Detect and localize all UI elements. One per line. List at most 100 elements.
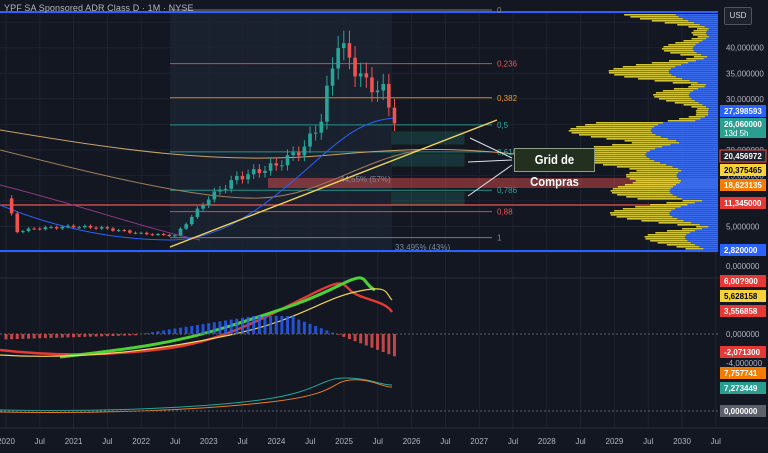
vp-bar-blue: [678, 168, 718, 170]
histogram-bar: [128, 334, 132, 336]
vp-bar: [571, 132, 718, 134]
histogram-bar: [145, 333, 149, 334]
histogram-bar: [308, 323, 312, 334]
candle: [54, 227, 59, 229]
candle: [49, 227, 53, 229]
vp-bar: [612, 188, 718, 190]
vp-bar: [662, 90, 718, 92]
histogram-bar: [392, 334, 396, 357]
vp-bar-blue: [675, 14, 718, 16]
fib-label: 0,786: [497, 186, 518, 195]
candle: [268, 163, 273, 171]
vp-bar: [589, 162, 718, 164]
buy-grid-box: [391, 153, 465, 167]
histogram-bar: [77, 334, 81, 338]
vp-bar: [616, 216, 718, 218]
candle: [201, 205, 205, 209]
histogram-bar: [387, 334, 391, 355]
vp-bar: [651, 62, 718, 64]
vp-bar-blue: [687, 240, 718, 242]
currency-button[interactable]: USD: [724, 7, 752, 25]
candle: [195, 208, 200, 217]
histogram-bar: [60, 334, 64, 338]
vp-bar-blue: [684, 236, 718, 238]
vp-bar-blue: [671, 74, 718, 76]
histogram-bar: [297, 319, 301, 334]
x-tick-label: 2028: [538, 437, 556, 446]
candle: [26, 228, 31, 232]
vp-bar: [624, 14, 718, 16]
x-tick-label: Jul: [373, 437, 383, 446]
vp-bar-blue: [701, 54, 718, 56]
vp-bar: [590, 136, 718, 138]
vp-bar-blue: [687, 204, 718, 206]
candle: [9, 198, 14, 214]
vp-bar: [606, 138, 718, 140]
vp-bar-blue: [689, 80, 718, 82]
histogram-bar: [150, 332, 154, 334]
vp-bar-blue: [693, 90, 718, 92]
candle: [128, 230, 132, 233]
candle: [387, 83, 391, 108]
candle: [353, 57, 357, 77]
vp-bar: [666, 244, 718, 246]
candle: [392, 107, 397, 124]
price-tag-white: [719, 149, 767, 163]
candle: [144, 232, 149, 235]
price-tag-blue: [720, 244, 766, 256]
histogram-bar: [49, 334, 53, 338]
ind1-price-tag-text: 6,00?900: [724, 277, 758, 286]
candles: [9, 30, 397, 238]
candle: [285, 155, 290, 166]
vp-bar: [688, 116, 718, 118]
vp-bar-blue: [655, 134, 718, 136]
vp-bar-blue: [669, 214, 718, 216]
volume-profile: [556, 14, 718, 250]
vp-bar: [565, 158, 718, 160]
histogram-bar: [195, 325, 199, 334]
vp-bar-blue: [706, 30, 718, 32]
candle: [94, 227, 98, 229]
vp-bar-blue: [690, 242, 718, 244]
vp-bar-blue: [670, 188, 718, 190]
histogram-bar: [336, 334, 340, 335]
vp-bar: [668, 60, 718, 62]
candle: [364, 73, 369, 78]
candle: [235, 175, 239, 181]
resistance-zone: [268, 178, 718, 188]
candle: [313, 132, 318, 134]
vp-bar-blue: [676, 174, 718, 176]
vp-bar: [650, 204, 718, 206]
vp-bar-blue: [704, 116, 718, 118]
vp-bar-blue: [696, 52, 718, 54]
vp-bar: [626, 196, 718, 198]
vp-bar-blue: [682, 78, 718, 80]
vp-bar: [664, 22, 718, 24]
vp-bar: [566, 150, 718, 152]
ind2-price-tag-text: 7,757741: [724, 369, 758, 378]
x-tick-label: Jul: [575, 437, 585, 446]
histogram-bar: [302, 321, 306, 334]
vp-bar: [593, 146, 718, 148]
vp-bar-blue: [658, 124, 718, 126]
vp-bar: [654, 80, 718, 82]
vp-bar: [695, 110, 718, 112]
vp-bar-blue: [679, 182, 718, 184]
vp-bar: [675, 42, 718, 44]
vp-bar: [622, 66, 718, 68]
candle: [229, 180, 233, 189]
vp-bar-blue: [699, 224, 718, 226]
vp-bar-blue: [708, 226, 718, 228]
vp-bar-blue: [690, 92, 718, 94]
vp-bar-blue: [695, 44, 718, 46]
candle: [189, 216, 194, 225]
price-tag-text: 27,398593: [724, 107, 762, 116]
vp-bar-blue: [675, 208, 718, 210]
price-tag-text: 11,345000: [724, 199, 762, 208]
vp-bar: [697, 36, 718, 38]
histogram-bar: [274, 316, 278, 334]
candle: [21, 231, 25, 233]
histogram-bar: [252, 316, 256, 334]
histogram-bar: [201, 324, 205, 334]
